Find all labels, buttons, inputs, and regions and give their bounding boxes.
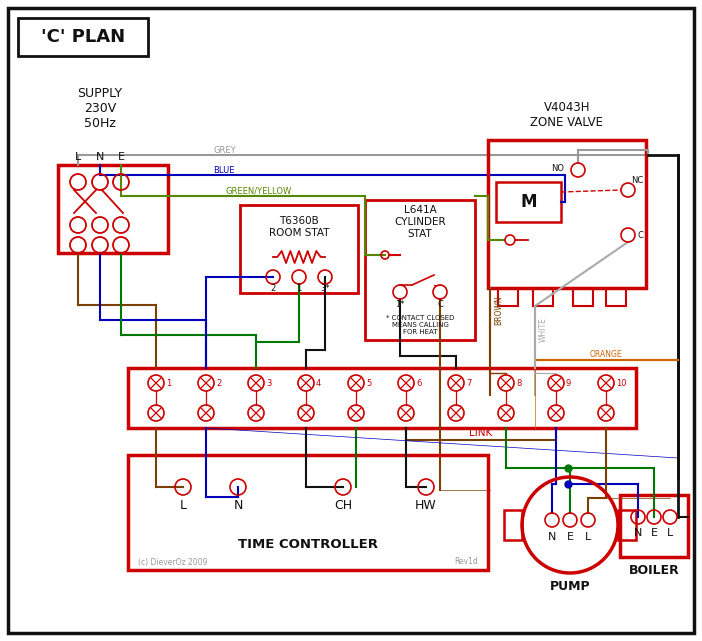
Text: NO: NO [551, 163, 564, 172]
Text: 8: 8 [516, 378, 522, 388]
Text: SUPPLY
230V
50Hz: SUPPLY 230V 50Hz [77, 87, 123, 129]
Bar [488, 140, 646, 288]
Text: 10: 10 [616, 378, 626, 388]
Text: GREY: GREY [213, 146, 236, 154]
Text: * CONTACT CLOSED
MEANS CALLING
FOR HEAT: * CONTACT CLOSED MEANS CALLING FOR HEAT [386, 315, 454, 335]
Text: V4043H
ZONE VALVE: V4043H ZONE VALVE [531, 101, 604, 129]
Bar [606, 288, 626, 306]
Bar [365, 200, 475, 340]
Text: HW: HW [415, 499, 437, 512]
Text: E: E [567, 532, 574, 542]
Text: L641A
CYLINDER
STAT: L641A CYLINDER STAT [395, 205, 446, 238]
Text: N: N [548, 532, 556, 542]
Text: E: E [651, 528, 658, 538]
Text: C: C [638, 231, 644, 240]
Text: 2: 2 [216, 378, 221, 388]
Bar [618, 510, 636, 540]
Text: BOILER: BOILER [628, 565, 680, 578]
Text: 4: 4 [316, 378, 322, 388]
Text: BLUE: BLUE [213, 165, 234, 174]
Bar [504, 510, 522, 540]
Text: GREEN/YELLOW: GREEN/YELLOW [225, 187, 291, 196]
Text: L: L [180, 499, 187, 512]
Bar [128, 368, 636, 428]
Text: TIME CONTROLLER: TIME CONTROLLER [238, 538, 378, 551]
Text: 5: 5 [366, 378, 371, 388]
Text: 1*: 1* [395, 299, 405, 308]
Text: 'C' PLAN: 'C' PLAN [41, 28, 125, 46]
Text: 1: 1 [166, 378, 171, 388]
Bar [18, 18, 148, 56]
Text: L: L [667, 528, 673, 538]
Text: ORANGE: ORANGE [590, 349, 623, 358]
Text: (c) DieverOz 2009: (c) DieverOz 2009 [138, 558, 207, 567]
Bar [573, 288, 593, 306]
Text: NC: NC [631, 176, 643, 185]
Text: Rev1d: Rev1d [454, 558, 478, 567]
Text: 1: 1 [296, 283, 302, 292]
Text: N: N [634, 528, 642, 538]
Bar [620, 495, 688, 557]
Text: E: E [117, 152, 124, 162]
Text: L: L [585, 532, 591, 542]
Text: LINK: LINK [470, 428, 493, 438]
Text: 3: 3 [266, 378, 272, 388]
Text: 2: 2 [270, 283, 276, 292]
Text: C: C [437, 299, 443, 308]
Text: 6: 6 [416, 378, 421, 388]
Bar [496, 182, 561, 222]
Text: L: L [75, 152, 81, 162]
Text: CH: CH [334, 499, 352, 512]
Text: T6360B
ROOM STAT: T6360B ROOM STAT [269, 216, 329, 238]
Text: N: N [233, 499, 243, 512]
Text: PUMP: PUMP [550, 581, 590, 594]
Bar [498, 288, 518, 306]
Text: 7: 7 [466, 378, 471, 388]
Bar [533, 288, 553, 306]
Bar [58, 165, 168, 253]
Bar [128, 455, 488, 570]
Text: N: N [95, 152, 104, 162]
Bar [240, 205, 358, 293]
Text: 3*: 3* [320, 283, 330, 292]
Text: 9: 9 [566, 378, 571, 388]
Text: BROWN: BROWN [494, 296, 503, 325]
Text: WHITE: WHITE [539, 317, 548, 342]
Text: M: M [520, 193, 537, 211]
